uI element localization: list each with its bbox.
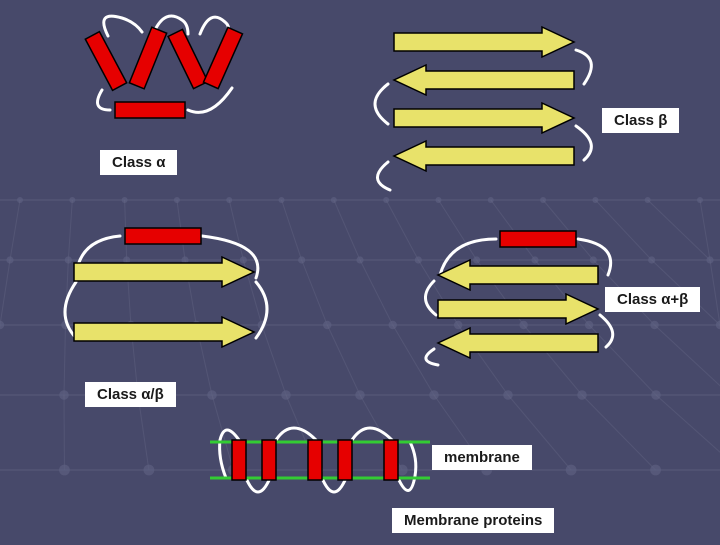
class-alpha-plus-beta-diagram (430, 225, 630, 365)
class-alpha-slash-beta-diagram (70, 220, 280, 360)
membrane-proteins-label: Membrane proteins (392, 508, 554, 533)
class-beta-diagram (370, 30, 600, 200)
membrane-label: membrane (432, 445, 532, 470)
class-alpha-label: Class α (100, 150, 177, 175)
class-beta-label: Class β (602, 108, 679, 133)
class-alpha-slash-beta-label: Class α/β (85, 382, 176, 407)
membrane-protein-diagram (210, 428, 430, 518)
class-alpha-plus-beta-label: Class α+β (605, 287, 700, 312)
class-alpha-diagram (60, 10, 250, 140)
